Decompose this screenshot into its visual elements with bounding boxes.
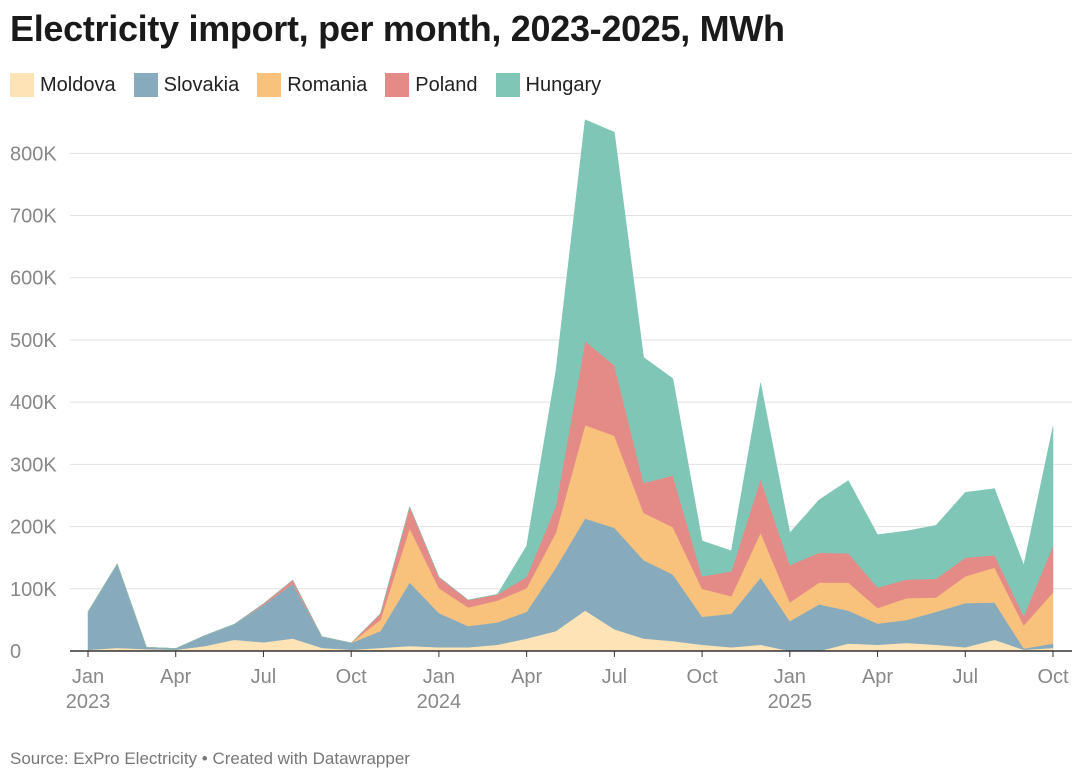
legend-label-slovakia: Slovakia	[163, 73, 240, 96]
x-tick-year-label: 2023	[66, 691, 111, 713]
legend-label-romania: Romania	[287, 73, 368, 96]
axes: 0 100K 200K 300K 400K 500K 600K 700K 800K Jan 2023…	[10, 143, 1072, 713]
y-tick-label: 400K	[10, 392, 57, 414]
legend-label-moldova: Moldova	[40, 73, 116, 96]
legend-swatch-moldova	[10, 73, 34, 97]
x-tick-label: Jan	[774, 666, 806, 688]
legend-swatch-hungary	[495, 73, 520, 97]
legend: Moldova Slovakia Romania Poland Hungary	[10, 73, 619, 97]
area-series	[87, 119, 1054, 652]
stacked-area-chart: 0 100K 200K 300K 400K 500K 600K 700K 800K Jan 2023…	[10, 119, 1072, 713]
y-tick-label: 300K	[10, 454, 57, 476]
legend-swatch-romania	[257, 73, 282, 97]
x-tick-year-label: 2024	[417, 691, 462, 713]
x-tick-label: Jul	[602, 666, 628, 688]
legend-swatch-poland	[385, 73, 410, 97]
x-tick-label: Oct	[1037, 666, 1069, 688]
x-tick-label: Apr	[160, 666, 191, 688]
y-tick-label: 700K	[10, 206, 57, 228]
x-tick-label: Jan	[423, 666, 455, 688]
x-tick-year-label: 2025	[768, 691, 813, 713]
legend-item-romania: Romania	[257, 73, 367, 97]
legend-label-poland: Poland	[415, 73, 478, 96]
legend-label-hungary: Hungary	[525, 73, 602, 96]
x-tick-label: Jul	[251, 666, 277, 688]
x-tick-label: Oct	[336, 666, 368, 688]
x-tick-label: Jan	[72, 666, 104, 688]
x-tick-label: Jul	[952, 666, 978, 688]
y-tick-label: 100K	[10, 579, 57, 601]
source-note: Source: ExPro Electricity • Created with…	[10, 749, 410, 768]
x-tick-label: Apr	[511, 666, 542, 688]
legend-item-slovakia: Slovakia	[133, 73, 240, 97]
legend-item-moldova: Moldova	[10, 73, 116, 97]
y-tick-label: 500K	[10, 330, 57, 352]
legend-swatch-slovakia	[133, 73, 158, 97]
y-tick-label: 200K	[10, 517, 57, 539]
x-tick-label: Oct	[687, 666, 719, 688]
y-tick-label: 0	[10, 641, 21, 663]
legend-item-hungary: Hungary	[495, 73, 602, 97]
area-hungary	[87, 119, 1054, 649]
y-tick-label: 600K	[10, 268, 57, 290]
y-tick-label: 800K	[10, 143, 57, 165]
x-tick-label: Apr	[862, 666, 893, 688]
legend-item-poland: Poland	[385, 73, 478, 97]
chart-title: Electricity import, per month, 2023-2025…	[10, 8, 785, 49]
